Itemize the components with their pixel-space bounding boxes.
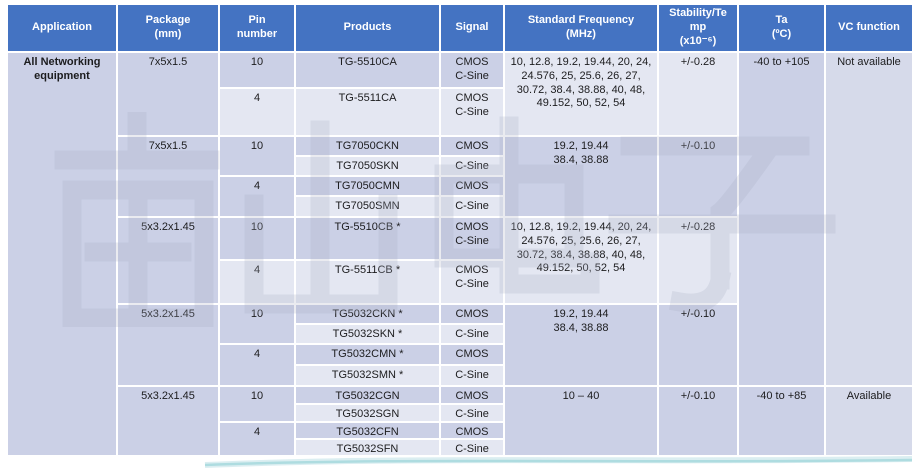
cell-stability-g5: +/-0.10 (659, 387, 737, 455)
cell-signal: C-Sine (441, 157, 503, 175)
cell-product: TG7050CKN (296, 137, 439, 155)
cell-stability-g1: +/-0.28 (659, 53, 737, 135)
cell-signal: CMOS (441, 305, 503, 323)
cell-frequency-g4: 19.2, 19.44 38.4, 38.88 (505, 305, 657, 385)
cell-product: TG7050SMN (296, 197, 439, 216)
cell-pin4-g3: 4 (220, 261, 294, 303)
cell-product: TG5032SFN (296, 440, 439, 455)
cell-signal: C-Sine (441, 366, 503, 385)
cell-product: TG-5510CA (296, 53, 439, 87)
product-spec-table: Application Package (mm) Pin number Prod… (8, 5, 912, 455)
cell-product: TG7050SKN (296, 157, 439, 175)
cell-package-g2: 7x5x1.5 (118, 137, 218, 216)
cell-package-g5: 5x3.2x1.45 (118, 387, 218, 455)
cell-pin10-g2: 10 (220, 137, 294, 175)
cell-signal: CMOS (441, 345, 503, 364)
cell-package-g4: 5x3.2x1.45 (118, 305, 218, 385)
cell-product: TG5032SGN (296, 405, 439, 421)
cell-product: TG-5510CB * (296, 218, 439, 259)
cell-signal: CMOS (441, 177, 503, 195)
header-products: Products (296, 5, 439, 51)
cell-pin10-g1: 10 (220, 53, 294, 87)
header-vc-function: VC function (826, 5, 912, 51)
cell-pin4-g4: 4 (220, 345, 294, 385)
cell-package-g3: 5x3.2x1.45 (118, 218, 218, 303)
cell-product: TG5032CGN (296, 387, 439, 403)
cell-pin4-g5: 4 (220, 423, 294, 455)
cell-application: All Networking equipment (8, 53, 116, 455)
cell-signal: CMOS C-Sine (441, 218, 503, 259)
cell-product: TG-5511CB * (296, 261, 439, 303)
cell-product: TG5032SMN * (296, 366, 439, 385)
header-pin-number: Pin number (220, 5, 294, 51)
cell-package-g1: 7x5x1.5 (118, 53, 218, 135)
cell-vc-groups1-4: Not available (826, 53, 912, 385)
cell-signal: CMOS (441, 387, 503, 403)
cell-product: TG5032SKN * (296, 325, 439, 343)
cell-stability-g4: +/-0.10 (659, 305, 737, 385)
cell-ta-groups1-4: -40 to +105 (739, 53, 824, 385)
cell-pin10-g5: 10 (220, 387, 294, 421)
cell-vc-g5: Available (826, 387, 912, 455)
header-application: Application (8, 5, 116, 51)
cell-stability-g3: +/-0.28 (659, 218, 737, 303)
cell-frequency-g3: 10, 12.8, 19.2, 19.44, 20, 24, 24.576, 2… (505, 218, 657, 303)
cell-signal: CMOS C-Sine (441, 261, 503, 303)
header-signal: Signal (441, 5, 503, 51)
cell-signal: C-Sine (441, 325, 503, 343)
cell-signal: CMOS (441, 423, 503, 438)
header-ta: Ta (ºC) (739, 5, 824, 51)
cell-frequency-g1: 10, 12.8, 19.2, 19.44, 20, 24, 24.576, 2… (505, 53, 657, 135)
header-package: Package (mm) (118, 5, 218, 51)
cell-signal: CMOS C-Sine (441, 53, 503, 87)
cell-product: TG7050CMN (296, 177, 439, 195)
cell-product: TG5032CFN (296, 423, 439, 438)
cell-signal: CMOS C-Sine (441, 89, 503, 135)
cell-signal: C-Sine (441, 405, 503, 421)
cell-pin4-g2: 4 (220, 177, 294, 216)
header-stability: Stability/Te mp (x10⁻⁶) (659, 5, 737, 51)
header-standard-frequency: Standard Frequency (MHz) (505, 5, 657, 51)
cell-ta-g5: -40 to +85 (739, 387, 824, 455)
cell-frequency-g2: 19.2, 19.44 38.4, 38.88 (505, 137, 657, 216)
cell-signal: C-Sine (441, 197, 503, 216)
cell-stability-g2: +/-0.10 (659, 137, 737, 216)
cell-pin4-g1: 4 (220, 89, 294, 135)
cell-product: TG5032CMN * (296, 345, 439, 364)
cell-signal: C-Sine (441, 440, 503, 455)
cell-frequency-g5: 10 – 40 (505, 387, 657, 455)
cell-pin10-g4: 10 (220, 305, 294, 343)
cell-product: TG-5511CA (296, 89, 439, 135)
cell-signal: CMOS (441, 137, 503, 155)
cell-pin10-g3: 10 (220, 218, 294, 259)
cell-product: TG5032CKN * (296, 305, 439, 323)
